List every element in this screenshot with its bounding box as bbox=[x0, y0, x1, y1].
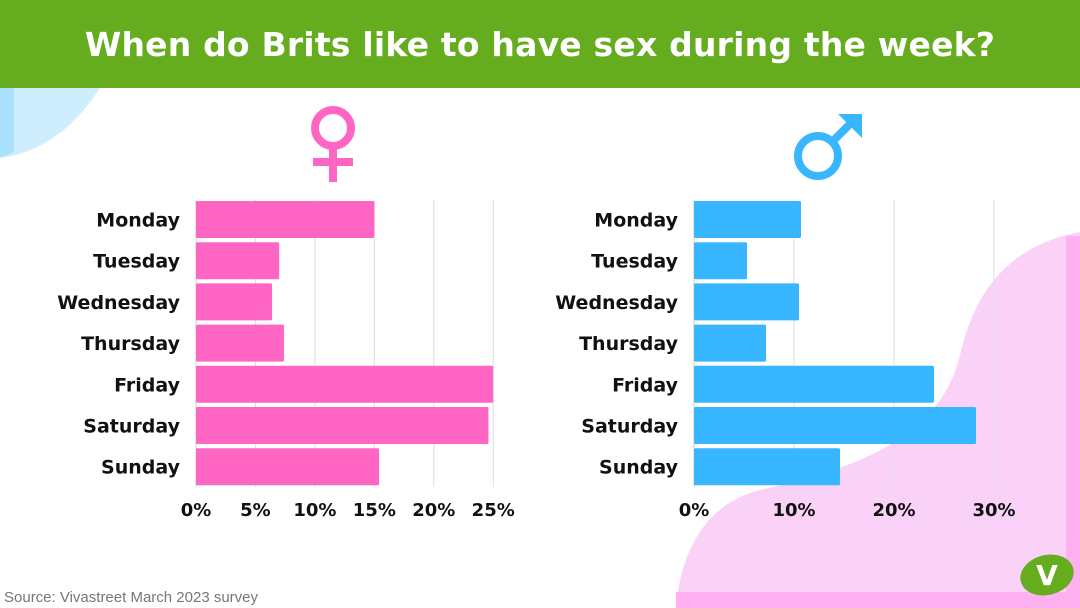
male-bar-sunday bbox=[694, 448, 840, 486]
female-category-label: Monday bbox=[96, 210, 180, 232]
female-bar-wednesday bbox=[196, 283, 273, 321]
female-bar-chart: Monday Tuesday Wednesday Thursday Friday Satu… bbox=[57, 200, 515, 521]
vivastreet-logo-icon: V bbox=[1020, 554, 1074, 596]
female-category-label: Tuesday bbox=[93, 251, 180, 273]
male-bar-wednesday bbox=[694, 283, 799, 321]
male-bar-friday bbox=[694, 365, 934, 403]
female-x-tick-label: 10% bbox=[293, 500, 336, 521]
male-bar-thursday bbox=[694, 324, 766, 362]
male-category-label: Tuesday bbox=[591, 251, 678, 273]
female-category-label: Friday bbox=[114, 374, 180, 396]
male-category-label: Wednesday bbox=[555, 292, 678, 314]
chart-title: When do Brits like to have sex during th… bbox=[84, 24, 996, 64]
female-bar-friday bbox=[196, 365, 494, 403]
male-category-label: Friday bbox=[612, 374, 678, 396]
female-bar-sunday bbox=[196, 448, 380, 486]
male-category-label: Saturday bbox=[581, 416, 678, 438]
female-bar-saturday bbox=[196, 407, 489, 444]
female-bar-monday bbox=[196, 201, 375, 238]
source-note: Source: Vivastreet March 2023 survey bbox=[4, 589, 259, 606]
male-x-tick-label: 10% bbox=[772, 500, 815, 521]
male-x-tick-label: 30% bbox=[972, 500, 1015, 521]
header-banner: When do Brits like to have sex during th… bbox=[0, 0, 1080, 88]
male-bar-saturday bbox=[694, 407, 976, 444]
female-x-tick-label: 0% bbox=[181, 500, 212, 521]
male-bar-chart: Monday Tuesday Wednesday Thursday Friday Satu… bbox=[555, 200, 1016, 521]
female-category-label: Thursday bbox=[81, 333, 181, 355]
female-bar-tuesday bbox=[196, 242, 280, 280]
female-bar-thursday bbox=[196, 324, 284, 362]
svg-text:V: V bbox=[1036, 559, 1058, 592]
male-x-tick-label: 20% bbox=[872, 500, 915, 521]
female-category-label: Saturday bbox=[83, 416, 180, 438]
female-x-tick-label: 15% bbox=[353, 500, 396, 521]
female-x-tick-label: 25% bbox=[472, 500, 515, 521]
male-category-label: Thursday bbox=[579, 333, 679, 355]
female-category-label: Wednesday bbox=[57, 292, 180, 314]
male-category-label: Monday bbox=[594, 210, 678, 232]
male-bar-monday bbox=[694, 201, 801, 238]
female-category-label: Sunday bbox=[101, 457, 181, 479]
female-x-tick-label: 20% bbox=[412, 500, 455, 521]
male-category-label: Sunday bbox=[599, 457, 679, 479]
male-bar-tuesday bbox=[694, 242, 747, 280]
male-x-tick-label: 0% bbox=[679, 500, 710, 521]
male-symbol-icon bbox=[794, 114, 862, 180]
female-symbol-icon bbox=[311, 106, 355, 182]
female-x-tick-label: 5% bbox=[240, 500, 271, 521]
